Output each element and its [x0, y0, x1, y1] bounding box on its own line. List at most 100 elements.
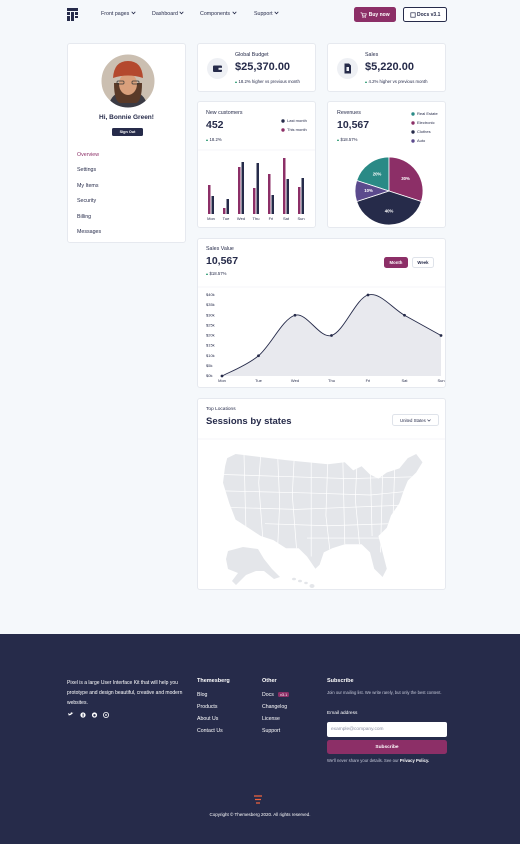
bar	[283, 158, 286, 214]
map-card: Top Locations Sessions by states United …	[197, 398, 446, 590]
note-text: We'll never share your details. See our	[327, 758, 399, 763]
copyright: Copyright © Themesberg 2020. All rights …	[209, 812, 311, 817]
map-title: Top Locations	[206, 407, 236, 412]
chevron	[231, 11, 237, 15]
nav-item[interactable]: Front pages	[101, 11, 136, 17]
legend-label: Real Estate	[417, 111, 438, 116]
menu-label: Settings	[77, 167, 97, 174]
menu-label: Billing	[77, 213, 92, 220]
pie-slice	[354, 179, 391, 203]
bar	[226, 199, 229, 214]
version-badge: v3.1	[278, 692, 290, 698]
revenues-card: Revenues 10,567 $18.57% Real Estate Elect…	[327, 101, 446, 228]
point	[403, 313, 406, 317]
menu-item[interactable]: Messages	[77, 226, 178, 238]
footer-heading: Other	[262, 678, 277, 684]
x-tick-label: Wed	[291, 378, 299, 383]
point	[439, 334, 443, 337]
nav-label: Components	[200, 11, 231, 17]
footer-link[interactable]: Support	[262, 728, 281, 734]
docs-button[interactable]: Docs v3.1	[403, 7, 447, 22]
sign-out-button[interactable]: Sign Out	[112, 128, 143, 136]
x-tick-label: Tue	[255, 378, 263, 383]
bar	[256, 163, 259, 214]
pie-slice	[356, 156, 390, 192]
card-change: 18.2% higher vs previous month	[235, 79, 300, 84]
nav-item[interactable]: Dashboard	[152, 11, 185, 17]
footer-link[interactable]: Contact Us	[197, 728, 223, 734]
month-button[interactable]: Month	[384, 257, 408, 268]
point	[293, 313, 297, 317]
menu-item[interactable]: Billing	[77, 211, 178, 223]
us-map	[198, 438, 445, 588]
menu-item[interactable]: Overview	[77, 149, 178, 161]
footer-link[interactable]: About Us	[197, 716, 219, 722]
card-value: $5,220.00	[365, 61, 414, 73]
chevron	[131, 11, 136, 15]
footer-about: Pixel is a large User Interface Kit that…	[67, 680, 183, 706]
bar	[301, 178, 304, 214]
subscribe-button[interactable]: Subscribe	[327, 740, 447, 754]
nav-item[interactable]: Components	[200, 11, 237, 17]
alaska	[226, 547, 280, 585]
book-icon	[410, 11, 416, 18]
card-value: $25,370.00	[235, 61, 291, 73]
bar	[223, 208, 226, 214]
legend-label: Last month	[287, 118, 307, 123]
card-title: Sales	[365, 52, 379, 58]
x-tick-label: Thu	[253, 216, 260, 221]
bar	[241, 162, 244, 214]
legend-marker	[411, 121, 415, 125]
privacy-link[interactable]: Privacy Policy.	[399, 758, 430, 763]
footer-link[interactable]: License	[262, 716, 280, 722]
chevron	[427, 418, 431, 422]
legend-label: Clothes	[417, 129, 431, 134]
y-tick-label: $5k	[206, 363, 212, 368]
week-button[interactable]: Week	[412, 257, 434, 268]
slice-label: 10%	[364, 188, 373, 193]
legend-label: Auto	[417, 138, 426, 143]
avatar	[100, 53, 156, 109]
x-tick-label: Fri	[269, 216, 274, 221]
social-icons[interactable]	[67, 711, 113, 719]
y-tick-label: $0k	[206, 373, 212, 378]
bar	[253, 188, 256, 214]
profile-card: Hi, Bonnie Green! Sign Out Overview Setti…	[67, 43, 186, 243]
slice-label: 20%	[373, 172, 382, 177]
nav-label: Dashboard	[152, 11, 178, 17]
y-tick-label: $30k	[206, 312, 215, 317]
email-input[interactable]: example@company.com	[327, 722, 447, 737]
footer-link[interactable]: Docs	[262, 692, 274, 698]
menu-item[interactable]: Security	[77, 195, 178, 207]
bar-chart: Last month This month Mon Tue Wed Thu Fri Sat Su…	[198, 118, 315, 221]
footer-link[interactable]: Blog	[197, 692, 208, 698]
card-change: 18.2%	[206, 137, 222, 142]
x-tick-label: Sun	[297, 216, 304, 221]
cart-icon	[360, 11, 368, 18]
line-chart: $0k $5k $10k $15k $20k $25k $30k $35k $40k Mon Tue…	[198, 286, 445, 383]
menu-item[interactable]: My Items	[77, 180, 178, 192]
point	[330, 334, 333, 337]
slice-label: 40%	[385, 209, 394, 214]
nav-item[interactable]: Support	[254, 11, 279, 17]
logo[interactable]	[67, 8, 79, 21]
button-label: Sign Out	[119, 130, 136, 134]
button-label: Buy now	[368, 11, 390, 18]
sales-value-card: Sales Value 10,567 $18.57% Month Week $0…	[197, 238, 446, 388]
point	[257, 354, 260, 358]
buy-button[interactable]: Buy now	[354, 7, 396, 22]
card-change: $18.57%	[206, 271, 227, 276]
bar	[286, 179, 289, 214]
footer-link[interactable]: Changelog	[262, 704, 288, 710]
legend-label: This month	[287, 127, 307, 132]
card-value: 452	[206, 119, 224, 131]
nav-label: Front pages	[101, 11, 130, 17]
customers-card: New customers 452 18.2% Last month This m…	[197, 101, 316, 228]
bar	[238, 167, 241, 214]
footer-link[interactable]: Products	[197, 704, 218, 710]
card-value: 10,567	[206, 255, 239, 267]
country-select[interactable]: United States	[392, 414, 439, 426]
menu-item[interactable]: Settings	[77, 164, 178, 176]
budget-card: Global Budget $25,370.00 18.2% higher vs…	[197, 43, 316, 92]
